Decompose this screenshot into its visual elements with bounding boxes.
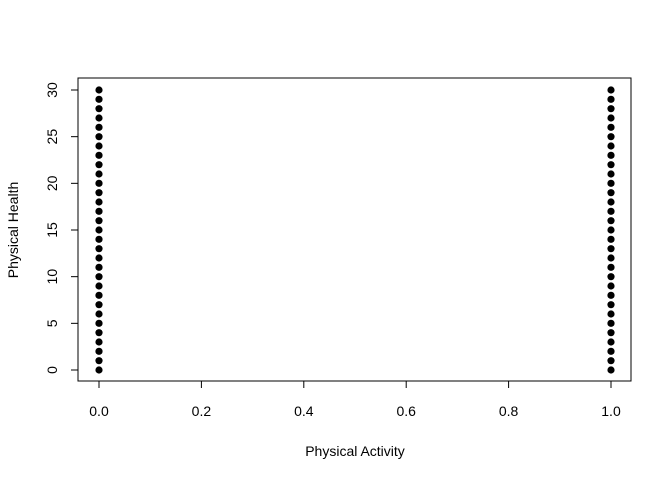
y-tick-label: 15 [44, 222, 60, 238]
data-point [95, 235, 103, 243]
data-point [95, 273, 103, 281]
y-tick-label: 10 [44, 269, 60, 285]
data-point [607, 189, 615, 197]
data-point [607, 123, 615, 131]
data-point [95, 95, 103, 103]
data-point [95, 254, 103, 262]
data-point [607, 226, 615, 234]
data-point [607, 198, 615, 206]
data-point [95, 207, 103, 215]
x-tick-label: 0.4 [294, 403, 314, 419]
data-point [95, 161, 103, 169]
x-tick-label: 0.6 [396, 403, 416, 419]
data-point [95, 123, 103, 131]
data-point [607, 338, 615, 346]
plot-frame [77, 77, 632, 382]
data-point [95, 357, 103, 365]
data-point [607, 86, 615, 94]
data-point [95, 114, 103, 122]
data-point [607, 357, 615, 365]
x-tick-label: 0.2 [192, 403, 212, 419]
data-point [607, 329, 615, 337]
data-point [607, 282, 615, 290]
data-point [607, 161, 615, 169]
data-point [607, 263, 615, 271]
data-point [607, 207, 615, 215]
data-point [95, 263, 103, 271]
data-point [607, 301, 615, 309]
data-point [607, 291, 615, 299]
data-point [607, 366, 615, 374]
data-point [607, 133, 615, 141]
y-tick-label: 20 [44, 175, 60, 191]
data-point [95, 170, 103, 178]
data-point [95, 226, 103, 234]
y-tick-label: 25 [44, 129, 60, 145]
data-point [607, 151, 615, 159]
data-point [607, 254, 615, 262]
y-tick-label: 30 [44, 82, 60, 98]
data-point [95, 189, 103, 197]
data-point [607, 105, 615, 113]
data-point [95, 366, 103, 374]
data-point [95, 245, 103, 253]
data-point [607, 310, 615, 318]
data-point [95, 291, 103, 299]
data-point [95, 217, 103, 225]
y-tick-label: 0 [44, 366, 60, 374]
data-point [607, 235, 615, 243]
x-axis-title: Physical Activity [305, 443, 405, 459]
data-point [607, 170, 615, 178]
data-point [95, 105, 103, 113]
data-point [95, 282, 103, 290]
data-point [95, 142, 103, 150]
data-point [95, 347, 103, 355]
x-tick-label: 0.8 [499, 403, 519, 419]
data-point [607, 347, 615, 355]
y-axis: 0 5 10 15 20 25 30 [44, 82, 79, 374]
data-point [95, 86, 103, 94]
x-tick-label: 0.0 [89, 403, 109, 419]
x-axis: 0.0 0.2 0.4 0.6 0.8 1.0 [89, 380, 621, 419]
data-point [95, 310, 103, 318]
data-point [95, 151, 103, 159]
data-point [607, 273, 615, 281]
data-point [95, 133, 103, 141]
data-point [95, 338, 103, 346]
x-tick-label: 1.0 [601, 403, 621, 419]
data-point [607, 319, 615, 327]
data-point [95, 301, 103, 309]
y-tick-label: 5 [44, 319, 60, 327]
data-point [95, 179, 103, 187]
data-point [607, 217, 615, 225]
data-point [607, 142, 615, 150]
data-point [607, 245, 615, 253]
data-point [607, 179, 615, 187]
data-point [95, 319, 103, 327]
data-point [95, 198, 103, 206]
y-axis-title: Physical Health [5, 182, 21, 279]
data-point [95, 329, 103, 337]
data-points [95, 86, 615, 374]
data-point [607, 114, 615, 122]
data-point [607, 95, 615, 103]
